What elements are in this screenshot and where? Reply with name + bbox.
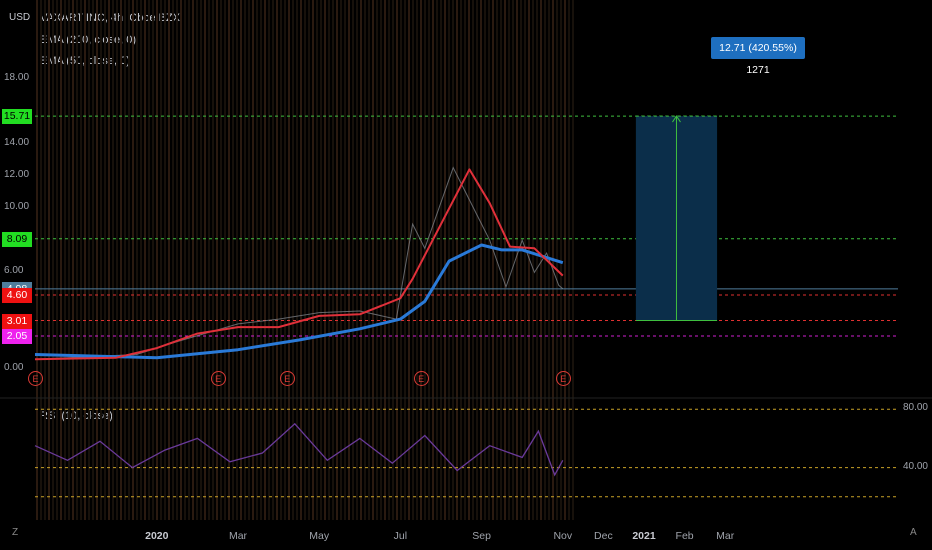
earnings-marker[interactable]: E [279,371,295,386]
time-tick: Feb [675,530,694,542]
earnings-marker[interactable]: E [413,371,429,386]
price-tag: 8.09 [2,231,32,247]
price-tag: 2.05 [2,328,32,344]
ema50-line [34,168,564,361]
rsi-tick: 40.00 [902,460,928,472]
auto-scale-button[interactable]: A [910,527,917,538]
ema-lines [34,168,564,361]
price-tag: 15.71 [2,109,32,125]
price-line [34,166,564,360]
time-tick: Mar [716,530,735,542]
time-tick: 2021 [632,530,656,542]
price-tag: 4.60 [2,287,32,303]
price-tag: 3.01 [2,313,32,329]
time-tick: May [309,530,330,542]
time-tick: Mar [228,530,248,542]
time-tick: 2020 [145,530,169,542]
time-tick: Jul [393,530,408,542]
vertical-bands [0,0,932,520]
currency-label: USD [9,12,31,23]
time-tick: Sep [472,530,491,542]
price-tick: 18.00 [4,72,30,84]
earnings-marker[interactable]: E [555,371,571,386]
ema200-line [34,243,564,360]
price-tick: 6.00 [4,265,24,277]
rsi-panel [34,408,898,498]
price-path [34,166,564,360]
price-level-lines [35,115,898,337]
time-tick: Nov [553,530,573,542]
rsi-line [34,422,564,477]
earnings-marker[interactable]: E [28,371,43,386]
time-tick: Dec [594,530,613,542]
projection-box[interactable] [635,115,718,322]
price-tick: 10.00 [4,201,30,212]
projection-arrowhead [672,115,681,123]
price-tick: 12.00 [4,168,30,180]
price-tick: 14.00 [4,136,30,148]
rsi-tick: 80.00 [902,402,928,414]
projection-callout: 12.71 (420.55%) 1271 [711,37,805,76]
price-tick: 0.00 [4,362,24,373]
earnings-marker[interactable]: E [210,371,226,386]
timezone-button[interactable]: Z [12,527,19,538]
